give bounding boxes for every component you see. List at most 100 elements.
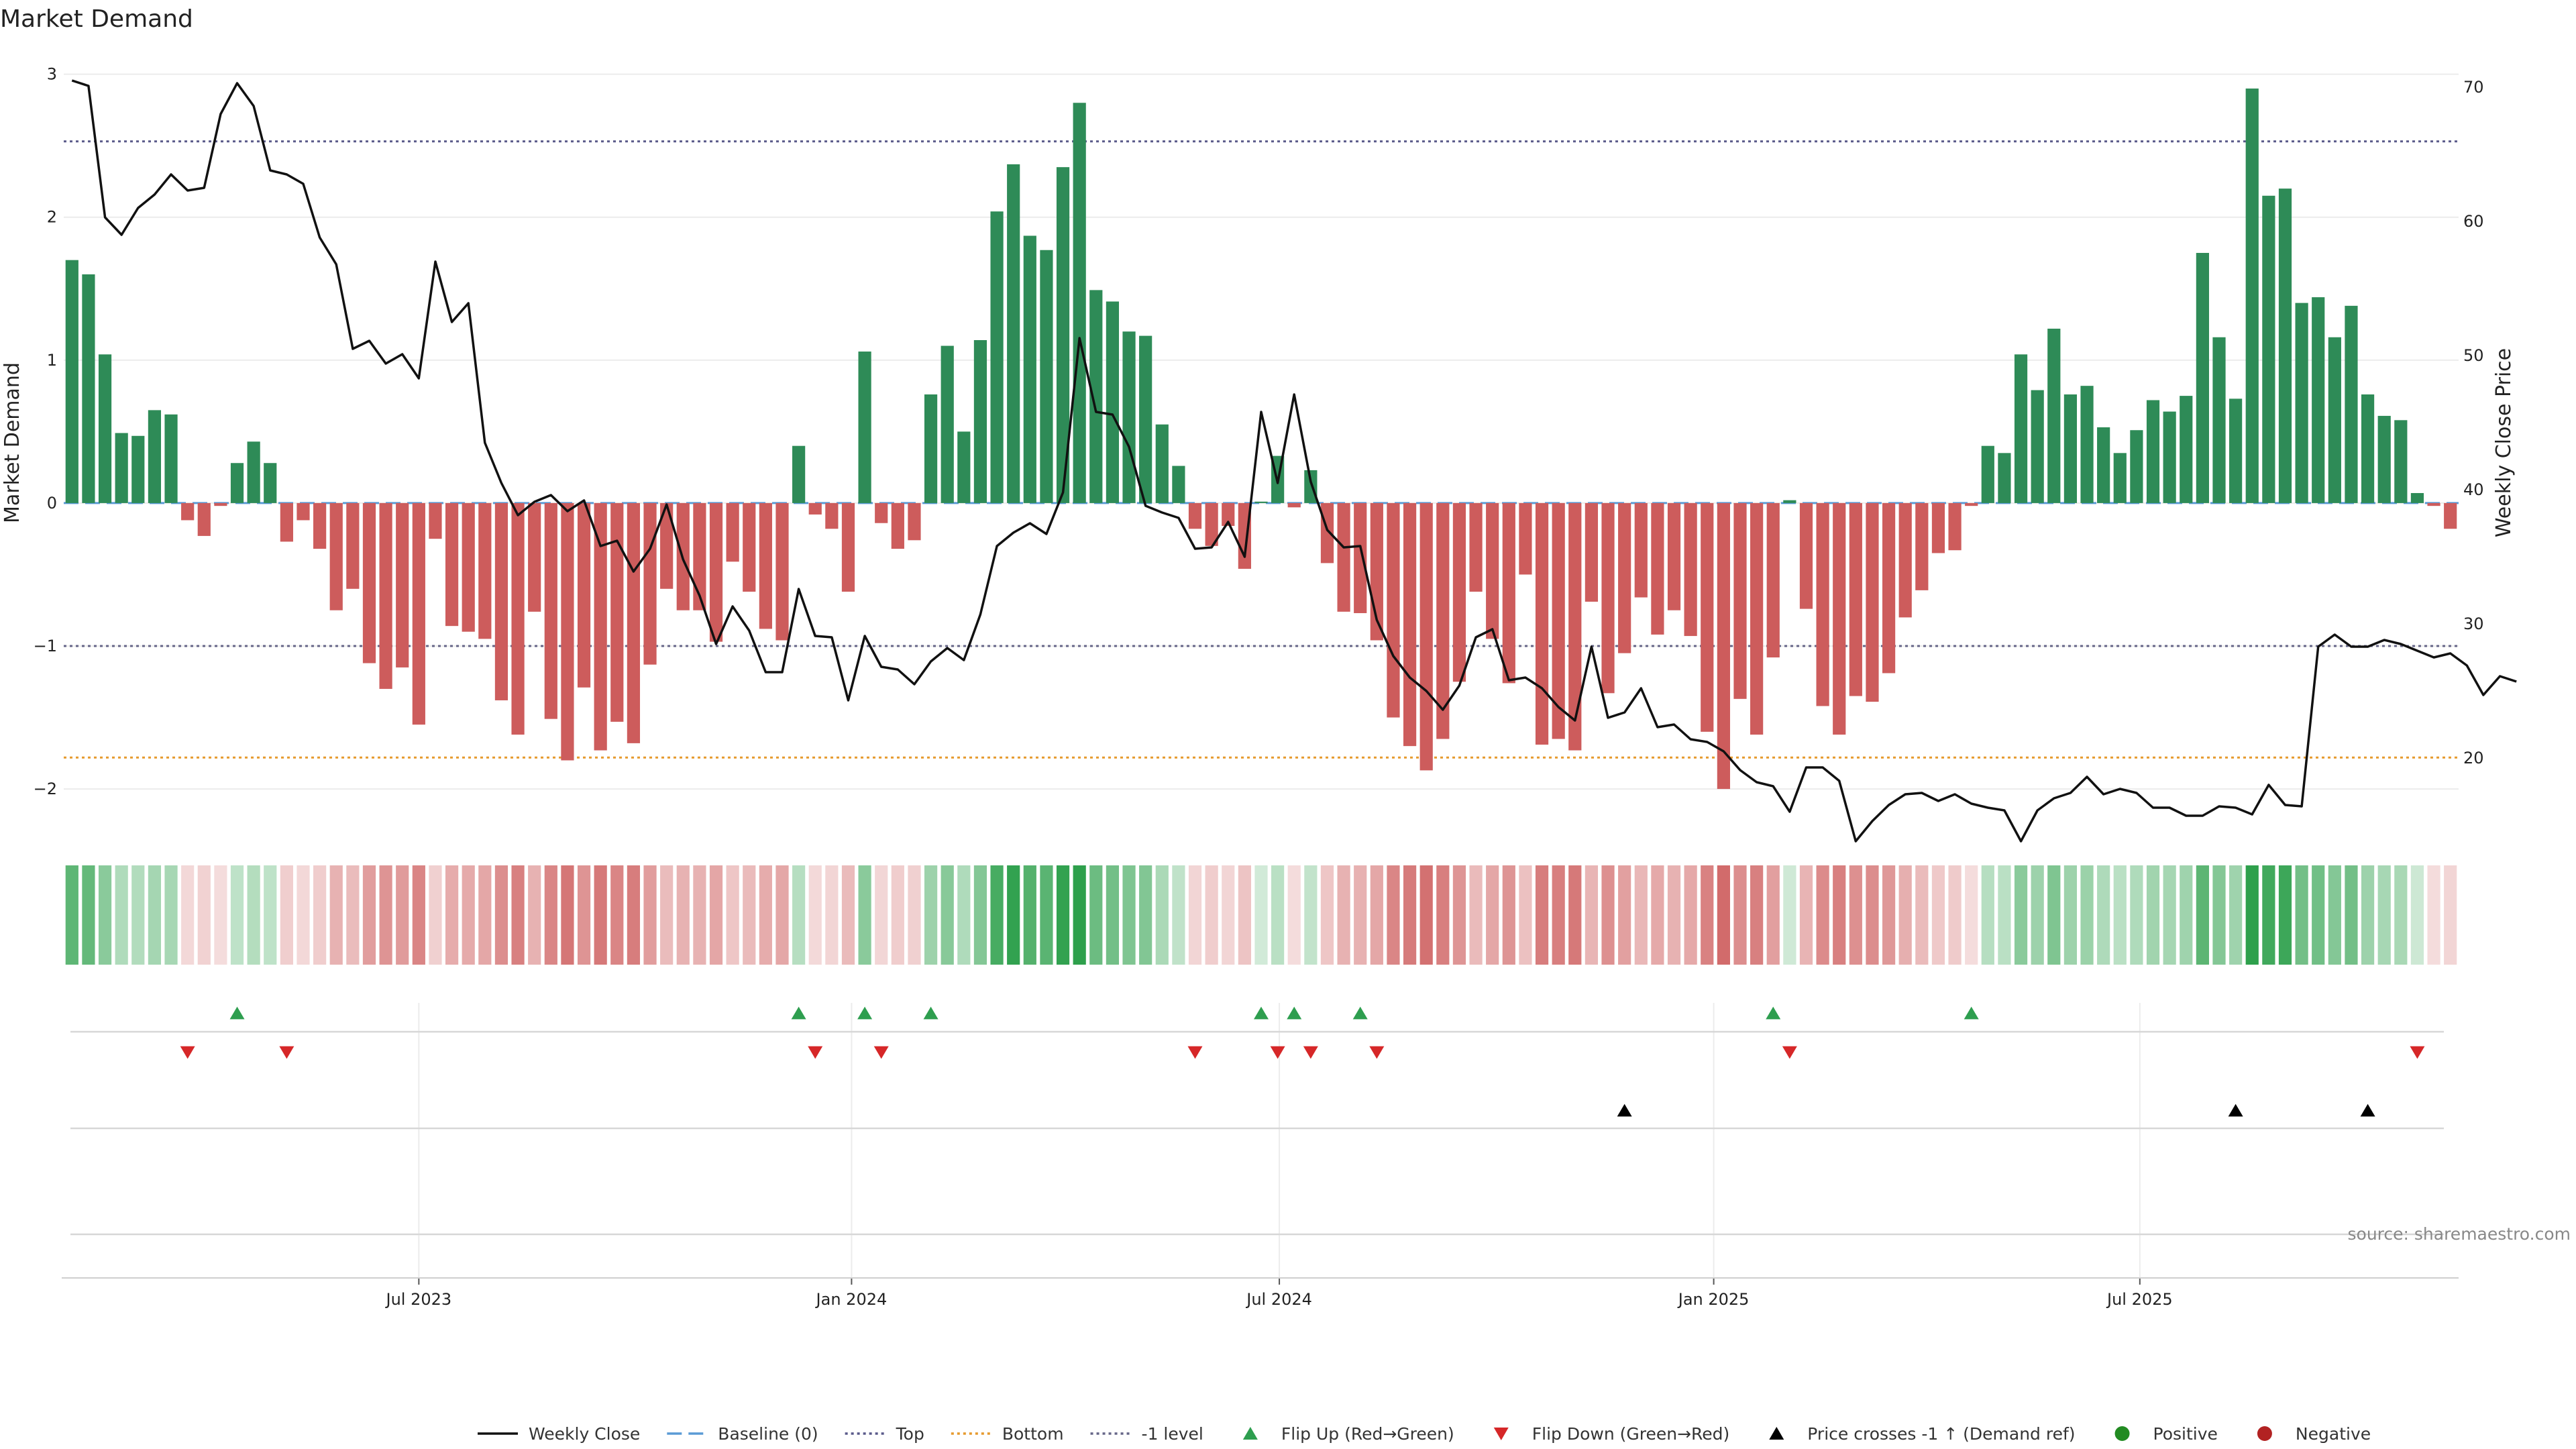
heat-cell [2328,865,2341,965]
y-tick-label-left: 2 [47,208,57,227]
demand-bar [329,502,343,610]
y-tick-label-left: −1 [34,637,57,655]
flip-up-marker [1254,1006,1269,1020]
flip-down-marker [1369,1046,1385,1059]
demand-bar [247,441,260,503]
heat-cell [1634,865,1648,965]
demand-bar [1651,502,1664,635]
event-markers [180,1006,2425,1117]
heat-cell [1618,865,1631,965]
flip-up-marker [1766,1006,1781,1020]
demand-bar [2212,337,2226,503]
heat-cell [1337,865,1350,965]
heat-cell [98,865,112,965]
demand-bar [379,502,392,689]
demand-bar [1981,445,1994,503]
heat-cell [1122,865,1136,965]
demand-bar [1337,502,1350,612]
heat-cell [1040,865,1053,965]
demand-bar [2229,398,2243,503]
heat-cell [1271,865,1285,965]
heat-cell [1172,865,1185,965]
demand-bar [1354,502,1367,613]
demand-bar [1552,502,1565,739]
heat-cell [1205,865,1218,965]
heat-cell [2245,865,2259,965]
heat-cell [1387,865,1400,965]
demand-bar [1436,502,1450,739]
demand-bar [2295,303,2308,503]
flip-down-marker [1187,1046,1203,1059]
legend-label: Bottom [1002,1424,1064,1444]
heat-cell [990,865,1004,965]
demand-bar [1304,470,1318,503]
heat-cell [313,865,327,965]
heat-cell [1287,865,1301,965]
legend-swatch-flip-down [1493,1428,1509,1440]
demand-bar [98,354,112,503]
demand-bar [478,502,492,639]
flip-down-marker [1270,1046,1285,1059]
heat-cell [429,865,442,965]
heat-cell [1320,865,1334,965]
demand-bar [445,502,459,627]
weekly-close-line [71,79,2517,843]
y-axis-label-right: Weekly Close Price [2492,348,2516,537]
legend-label: Flip Up (Red→Green) [1281,1424,1454,1444]
heat-cell [841,865,855,965]
heat-cell [643,865,657,965]
demand-bar [1931,502,1945,553]
demand-bar [1833,502,1846,735]
demand-bar [528,502,541,612]
heat-cell [1106,865,1120,965]
heat-cell [65,865,78,965]
legend-item: Bottom [951,1424,1064,1444]
heat-cell [2444,865,2457,965]
demand-bars [65,88,2457,790]
demand-bar [1122,331,1136,503]
legend-label: Negative [2296,1424,2371,1444]
heat-cell [1766,865,1780,965]
demand-bar [1816,502,1829,706]
demand-bar [1139,335,1152,503]
demand-bar [1948,502,1962,551]
legend-swatch-price-cross [1769,1427,1784,1440]
heat-cell [379,865,392,965]
demand-bar [2196,253,2209,503]
heat-cell [2146,865,2160,965]
heat-cell [1089,865,1103,965]
flip-down-marker [279,1046,294,1059]
flip-up-marker [923,1006,938,1020]
heat-cell [1403,865,1417,965]
heat-cell [1733,865,1747,965]
legend-label: Baseline (0) [718,1424,818,1444]
legend-label: Price crosses -1 ↑ (Demand ref) [1807,1424,2075,1444]
heat-cell [164,865,178,965]
heat-cell [875,865,888,965]
legend-swatch-flip-up [1242,1427,1258,1440]
heat-cell [2410,865,2424,965]
heat-cell [1056,865,1070,965]
heat-cell [1981,865,1994,965]
axes: 3 2 1 0 −1 −2 70 60 50 40 30 20 Jul 2023 Jan 2024 Jul … [34,65,2484,1309]
heat-cell [1849,865,1862,965]
heat-cell [1750,865,1764,965]
demand-bar [494,502,508,700]
demand-bar [709,502,723,642]
heat-cell [973,865,987,965]
heat-cell [2345,865,2358,965]
heat-cell [726,865,739,965]
y-axis-label-left: Market Demand [1,362,24,523]
x-tick-label: Jan 2024 [815,1290,888,1309]
heat-cell [1651,865,1664,965]
demand-bar [743,502,756,592]
demand-bar [1750,502,1764,735]
demand-bar [164,414,178,503]
heat-cell [2229,865,2243,965]
flip-down-marker [1303,1046,1318,1059]
y-tick-label-right: 50 [2463,346,2484,365]
demand-bar [1667,502,1681,610]
y-tick-label-left: 3 [47,65,57,84]
heat-cell [329,865,343,965]
heat-cell [511,865,525,965]
